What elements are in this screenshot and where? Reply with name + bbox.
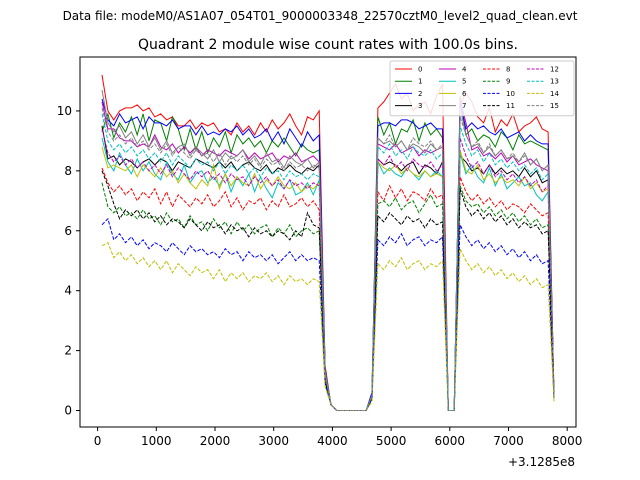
series-line-15 bbox=[101, 107, 555, 411]
plot-lines bbox=[101, 74, 555, 411]
legend-label-13: 13 bbox=[550, 78, 559, 86]
y-tick-label-8: 8 bbox=[64, 164, 72, 178]
plot-frame bbox=[79, 56, 577, 428]
series-line-8 bbox=[101, 167, 555, 411]
x-tick-label-6000: 6000 bbox=[435, 434, 466, 448]
y-tick-label-10: 10 bbox=[57, 104, 72, 118]
y-tick-label-0: 0 bbox=[64, 404, 72, 418]
figure-suptitle: Data file: modeM0/AS1A07_054T01_90000033… bbox=[63, 9, 578, 23]
legend-box bbox=[389, 60, 575, 117]
legend-label-12: 12 bbox=[550, 66, 559, 74]
series-line-10 bbox=[101, 217, 555, 411]
y-tick-label-2: 2 bbox=[64, 344, 72, 358]
legend-label-2: 2 bbox=[418, 90, 422, 98]
legend-label-5: 5 bbox=[462, 78, 466, 86]
legend-label-0: 0 bbox=[418, 66, 422, 74]
legend-label-8: 8 bbox=[506, 66, 510, 74]
x-tick-label-0: 0 bbox=[94, 434, 102, 448]
x-tick-label-7000: 7000 bbox=[493, 434, 524, 448]
legend-label-3: 3 bbox=[418, 102, 422, 110]
x-tick-label-3000: 3000 bbox=[258, 434, 289, 448]
x-tick-label-8000: 8000 bbox=[552, 434, 583, 448]
y-tick-label-4: 4 bbox=[64, 284, 72, 298]
x-tick-label-4000: 4000 bbox=[317, 434, 348, 448]
legend-label-9: 9 bbox=[506, 78, 510, 86]
legend-label-4: 4 bbox=[462, 66, 467, 74]
x-tick-label-1000: 1000 bbox=[141, 434, 172, 448]
chart-title: Quadrant 2 module wise count rates with … bbox=[138, 37, 518, 53]
series-line-13 bbox=[101, 113, 555, 411]
x-tick-label-5000: 5000 bbox=[376, 434, 407, 448]
legend-label-14: 14 bbox=[550, 90, 559, 98]
series-line-14 bbox=[101, 242, 555, 411]
legend-label-1: 1 bbox=[418, 78, 422, 86]
x-offset-label: +3.1285e8 bbox=[508, 455, 575, 469]
y-tick-label-6: 6 bbox=[64, 224, 72, 238]
legend-label-15: 15 bbox=[550, 102, 559, 110]
x-tick-label-2000: 2000 bbox=[200, 434, 231, 448]
series-line-11 bbox=[101, 170, 555, 411]
legend-label-6: 6 bbox=[462, 90, 467, 98]
legend-label-10: 10 bbox=[506, 90, 515, 98]
legend-label-11: 11 bbox=[506, 102, 515, 110]
legend-label-7: 7 bbox=[462, 102, 466, 110]
